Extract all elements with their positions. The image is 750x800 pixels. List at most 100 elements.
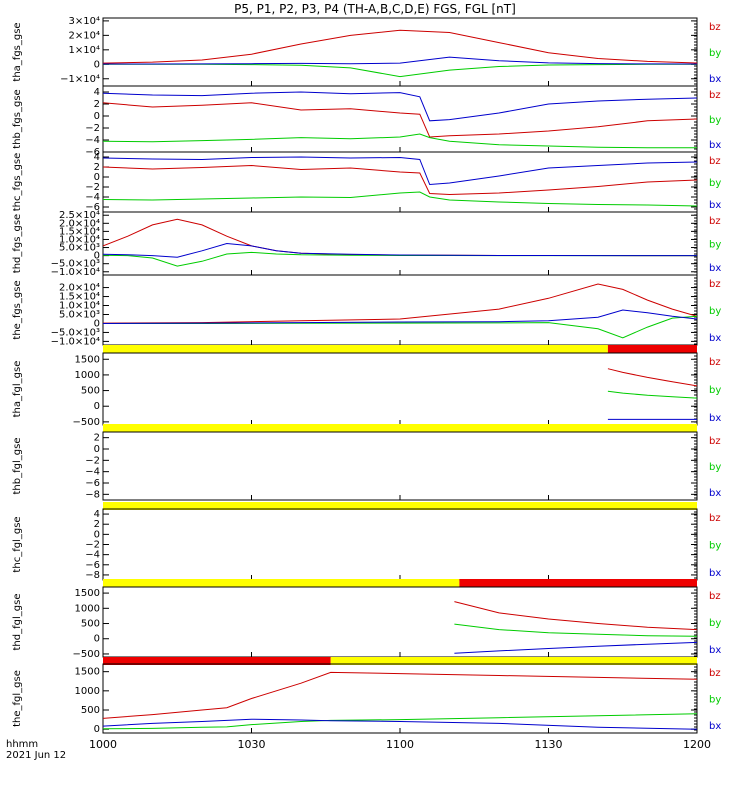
x-axis-label-date: 2021 Jun 12 xyxy=(6,750,66,761)
legend-bz: bz xyxy=(709,216,721,227)
y-tick-label: −2 xyxy=(85,182,100,193)
legend-by: by xyxy=(709,306,721,317)
legend-by: by xyxy=(709,115,721,126)
y-axis-label: thb_fgs_gse xyxy=(12,89,23,148)
y-tick-label: −4 xyxy=(85,550,100,561)
legend-bx: bx xyxy=(709,645,721,656)
legend-bx: bx xyxy=(709,488,721,499)
panel-thd_fgs_gse: 2.5×10⁴2.0×10⁴1.5×10⁴1.0×10⁴5.0×10³0−5.0… xyxy=(12,210,721,278)
legend-bz: bz xyxy=(709,591,721,602)
y-tick-label: 1.0×10⁴ xyxy=(59,234,100,245)
x-tick-label: 1130 xyxy=(535,738,563,751)
panel-the_fgl_gse: 1500 1000 500 0 the_fgl_gse bz by bx xyxy=(12,657,721,735)
y-tick-label: −6 xyxy=(85,560,100,571)
y-tick-label: −4 xyxy=(85,135,100,146)
series-line-bx xyxy=(103,242,697,258)
legend-bz: bz xyxy=(709,22,721,33)
panel-frame xyxy=(102,211,698,276)
state-bar-segment xyxy=(103,657,331,665)
legend-bz: bz xyxy=(709,357,721,368)
panel-frame xyxy=(102,274,698,346)
y-tick-label: 0 xyxy=(94,318,100,329)
legend-bx: bx xyxy=(709,333,721,344)
y-tick-label: 0 xyxy=(94,172,100,183)
state-bar-segment xyxy=(103,345,608,353)
state-bar-segment xyxy=(459,579,697,587)
y-tick-label: 4 xyxy=(94,509,100,520)
panel-thd_fgl_gse: 1500 1000 500 0 −500 thd_fgl_gse bz by bx xyxy=(12,579,721,660)
y-tick-label: 0 xyxy=(94,401,100,412)
legend-by: by xyxy=(709,385,721,396)
series-line-by xyxy=(103,713,697,730)
panel-tha_fgl_gse: 1500 1000 500 0 −500 tha_fgl_gse bz by bx xyxy=(12,345,721,428)
y-tick-label: 1500 xyxy=(75,354,100,365)
x-tick-label: 1030 xyxy=(238,738,266,751)
legend-by: by xyxy=(709,541,721,552)
y-tick-label: −2 xyxy=(85,540,100,551)
y-tick-label: 0 xyxy=(94,444,100,455)
legend-bx: bx xyxy=(709,413,721,424)
legend-bz: bz xyxy=(709,90,721,101)
state-bar-segment xyxy=(103,424,697,432)
y-tick-label: 4 xyxy=(94,152,100,163)
y-tick-label: −6 xyxy=(85,202,100,213)
y-tick-label: 0 xyxy=(94,251,100,262)
y-tick-label: 1.0×10⁴ xyxy=(59,301,100,312)
y-tick-label: −1.0×10⁴ xyxy=(51,267,100,278)
y-tick-label: −1×10⁴ xyxy=(60,74,100,85)
y-tick-label: 500 xyxy=(81,705,100,716)
series-line-bz xyxy=(607,368,697,387)
y-tick-label: −8 xyxy=(85,489,100,500)
panel-thb_fgl_gse: 20−2−4−6−8 thb_fgl_gse bz by bx xyxy=(12,424,721,501)
legend-bx: bx xyxy=(709,721,721,732)
y-tick-label: 0 xyxy=(94,529,100,540)
x-axis-label-hhmm: hhmm xyxy=(6,739,38,750)
y-tick-label: 0 xyxy=(94,634,100,645)
y-axis-label: thd_fgl_gse xyxy=(12,594,23,651)
series-line-by xyxy=(607,390,697,399)
y-tick-label: −4 xyxy=(85,192,100,203)
y-tick-label: −6 xyxy=(85,478,100,489)
y-tick-label: −6 xyxy=(85,147,100,158)
series-line-by xyxy=(103,251,697,267)
state-bar-segment xyxy=(103,579,460,587)
y-tick-label: 2.0×10⁴ xyxy=(59,283,100,294)
y-tick-label: 500 xyxy=(81,619,100,630)
panel-thc_fgl_gse: 420−2−4−6−8 thc_fgl_gse bz by bx xyxy=(12,502,721,581)
y-tick-label: 2.5×10⁴ xyxy=(59,210,100,221)
y-tick-label: 4 xyxy=(94,87,100,98)
legend-bx: bx xyxy=(709,200,721,211)
series-line-bz xyxy=(103,218,697,257)
y-tick-label: 1000 xyxy=(75,370,100,381)
legend-bz: bz xyxy=(709,156,721,167)
series-line-by xyxy=(103,315,697,339)
x-tick-label: 1000 xyxy=(89,738,117,751)
legend-bx: bx xyxy=(709,263,721,274)
y-axis-label: tha_fgs_gse xyxy=(12,22,23,81)
plot-title: P5, P1, P2, P3, P4 (TH-A,B,C,D,E) FGS, F… xyxy=(234,2,516,16)
x-tick-label: 1100 xyxy=(386,738,414,751)
y-axis-label: the_fgl_gse xyxy=(12,670,23,727)
state-bar-segment xyxy=(607,345,697,353)
series-line-bz xyxy=(454,601,697,631)
y-tick-label: −5.0×10³ xyxy=(51,259,100,270)
series-line-bz xyxy=(103,283,697,324)
series-line-by xyxy=(103,63,697,78)
series-line-bx xyxy=(454,641,697,654)
series-line-bz xyxy=(103,102,697,138)
legend-bx: bx xyxy=(709,74,721,85)
y-axis-label: thd_fgs_gse xyxy=(12,214,23,273)
panel-thb_fgs_gse: 420−2−4−6 thb_fgs_gse bz by bx xyxy=(12,85,721,158)
legend-bx: bx xyxy=(709,140,721,151)
y-tick-label: 1×10⁴ xyxy=(69,45,100,56)
y-tick-label: −2 xyxy=(85,123,100,134)
x-axis: 1000 1030 1100 1130 1200 xyxy=(89,738,711,751)
series-line-bx xyxy=(103,91,697,122)
legend-bz: bz xyxy=(709,436,721,447)
legend-by: by xyxy=(709,178,721,189)
y-tick-label: 0 xyxy=(94,724,100,735)
y-tick-label: 1000 xyxy=(75,603,100,614)
y-tick-label: −500 xyxy=(73,649,100,660)
legend-by: by xyxy=(709,462,721,473)
y-tick-label: 2 xyxy=(94,99,100,110)
